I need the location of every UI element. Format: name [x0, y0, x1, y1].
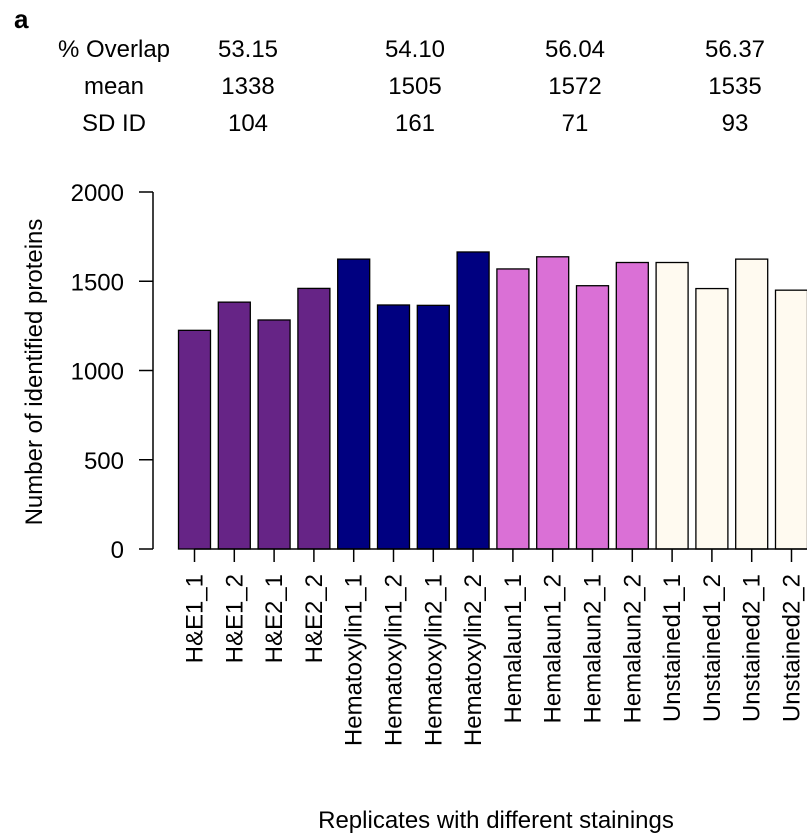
x-tick-label: H&E2_1 [261, 574, 288, 663]
x-tick-label: Unstained1_1 [659, 574, 686, 722]
bars [177, 251, 807, 550]
y-axis: 0 500 1000 1500 2000 [71, 180, 154, 564]
stats-value: 1572 [548, 73, 601, 100]
bar [575, 285, 610, 550]
bar [536, 256, 570, 550]
y-tick-label: 2000 [71, 180, 124, 207]
y-tick-label: 1500 [71, 269, 124, 296]
bar [297, 287, 331, 550]
y-tick-label: 1000 [71, 359, 124, 386]
bar [456, 251, 490, 550]
bar [337, 258, 371, 550]
x-tick-label: Unstained2_2 [779, 574, 806, 722]
stats-row-label: SD ID [82, 110, 146, 137]
stats-value: 161 [395, 110, 435, 137]
x-axis-title: Replicates with different stainings [318, 807, 674, 834]
bar [735, 258, 769, 550]
stats-value: 1535 [708, 73, 761, 100]
panel-label: a [14, 4, 29, 34]
x-tick-label: Hematoxylin2_1 [420, 574, 447, 746]
x-tick-label: Hemalaun2_1 [580, 574, 607, 723]
stats-value: 93 [722, 110, 749, 137]
x-tick-label: Unstained2_1 [739, 574, 766, 722]
bar [615, 261, 649, 550]
stats-value: 1505 [388, 73, 441, 100]
x-tick-label: Hemalaun1_2 [540, 574, 567, 723]
y-axis-title: Number of identified proteins [21, 219, 48, 526]
x-tick-label: H&E1_2 [221, 574, 248, 663]
stats-value: 56.37 [705, 36, 765, 63]
x-tick-label: Hematoxylin1_2 [381, 574, 408, 746]
x-tick-label: H&E2_2 [301, 574, 328, 663]
bar [376, 304, 411, 550]
x-tick-label: H&E1_1 [182, 574, 209, 663]
x-tick-label: Hematoxylin2_2 [460, 574, 487, 746]
stats-value: 104 [228, 110, 268, 137]
x-tick-label: Hemalaun1_1 [500, 574, 527, 723]
stats-value: 53.15 [218, 36, 278, 63]
x-tick-label: Hemalaun2_2 [619, 574, 646, 723]
stats-table: % Overlap 53.15 54.10 56.04 56.37 mean 1338 150… [58, 36, 765, 137]
stats-value: 54.10 [385, 36, 445, 63]
bar [695, 287, 729, 550]
stats-value: 1338 [221, 73, 274, 100]
y-tick-label: 0 [111, 537, 124, 564]
bar [257, 319, 291, 550]
stats-value: 71 [562, 110, 589, 137]
y-tick-label: 500 [84, 448, 124, 475]
x-axis: H&E1_1 H&E1_2 H&E2_1 H&E2_2 Hematoxylin1_1 He… [182, 548, 807, 746]
bar [774, 289, 807, 550]
stats-row-label: % Overlap [58, 36, 170, 63]
bar [496, 268, 530, 550]
bar [177, 329, 212, 550]
bar [416, 304, 450, 550]
x-tick-label: Unstained1_2 [699, 574, 726, 722]
x-tick-label: Hematoxylin1_1 [341, 574, 368, 746]
bar [217, 301, 251, 550]
stats-value: 56.04 [545, 36, 605, 63]
bar [655, 261, 689, 550]
stats-row-label: mean [84, 73, 144, 100]
